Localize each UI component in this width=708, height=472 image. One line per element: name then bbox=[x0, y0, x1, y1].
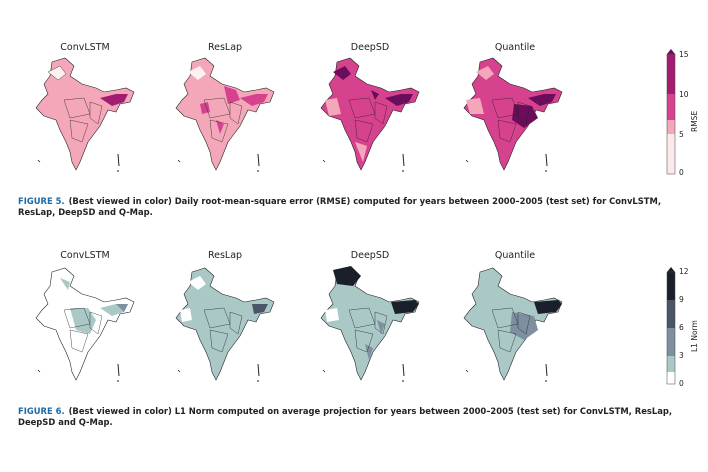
colorbar-tick-10: 10 bbox=[679, 90, 689, 99]
panel-title-reslap: ResLap bbox=[207, 250, 243, 261]
map-deepsd-l1 bbox=[320, 266, 420, 382]
map-convlstm-l1 bbox=[35, 267, 135, 382]
figure-6-caption: FIGURE 6. (Best viewed in color) L1 Norm … bbox=[18, 406, 694, 428]
colorbar-tick-6: 6 bbox=[679, 323, 684, 332]
panel-title-quantile: Quantile bbox=[494, 250, 536, 261]
colorbar-tick-9: 9 bbox=[679, 295, 684, 304]
panel-title-convlstm: ConvLSTM bbox=[60, 250, 110, 261]
figure-5-caption-text: (Best viewed in color) Daily root-mean-s… bbox=[18, 196, 662, 217]
colorbar-tick-12: 12 bbox=[679, 267, 689, 276]
figure-5: ConvLSTM ResLap DeepSD Quantile bbox=[18, 42, 699, 218]
colorbar-tick-5: 5 bbox=[679, 130, 684, 139]
map-convlstm-rmse bbox=[35, 57, 135, 172]
colorbar-label: RMSE bbox=[690, 110, 699, 132]
figure-6: ConvLSTM ResLap DeepSD Quantile bbox=[0, 236, 708, 472]
panel-title-convlstm: ConvLSTM bbox=[60, 42, 110, 53]
colorbar-rmse bbox=[666, 49, 676, 175]
panel-title-reslap: ResLap bbox=[207, 42, 243, 53]
colorbar-tick-3: 3 bbox=[679, 351, 684, 360]
panel-title-deepsd: DeepSD bbox=[350, 42, 390, 53]
figure-6-label: FIGURE 6. bbox=[18, 406, 65, 416]
map-quantile-l1 bbox=[463, 267, 563, 382]
map-quantile-rmse bbox=[463, 57, 563, 172]
map-reslap-l1 bbox=[175, 267, 275, 382]
panel-title-deepsd: DeepSD bbox=[350, 250, 390, 261]
colorbar-label: L1 Norm bbox=[690, 320, 699, 352]
figure-5-caption: FIGURE 5. (Best viewed in color) Daily ro… bbox=[18, 196, 694, 218]
colorbar-tick-0: 0 bbox=[679, 168, 684, 177]
figure-6-caption-text: (Best viewed in color) L1 Norm computed … bbox=[18, 406, 673, 427]
figure-5-label: FIGURE 5. bbox=[18, 196, 65, 206]
map-reslap-rmse bbox=[175, 57, 275, 172]
colorbar-l1-norm bbox=[666, 267, 676, 385]
colorbar-tick-15: 15 bbox=[679, 50, 689, 59]
colorbar-tick-0: 0 bbox=[679, 379, 684, 388]
map-deepsd-rmse bbox=[320, 57, 420, 172]
panel-title-quantile: Quantile bbox=[494, 42, 536, 53]
